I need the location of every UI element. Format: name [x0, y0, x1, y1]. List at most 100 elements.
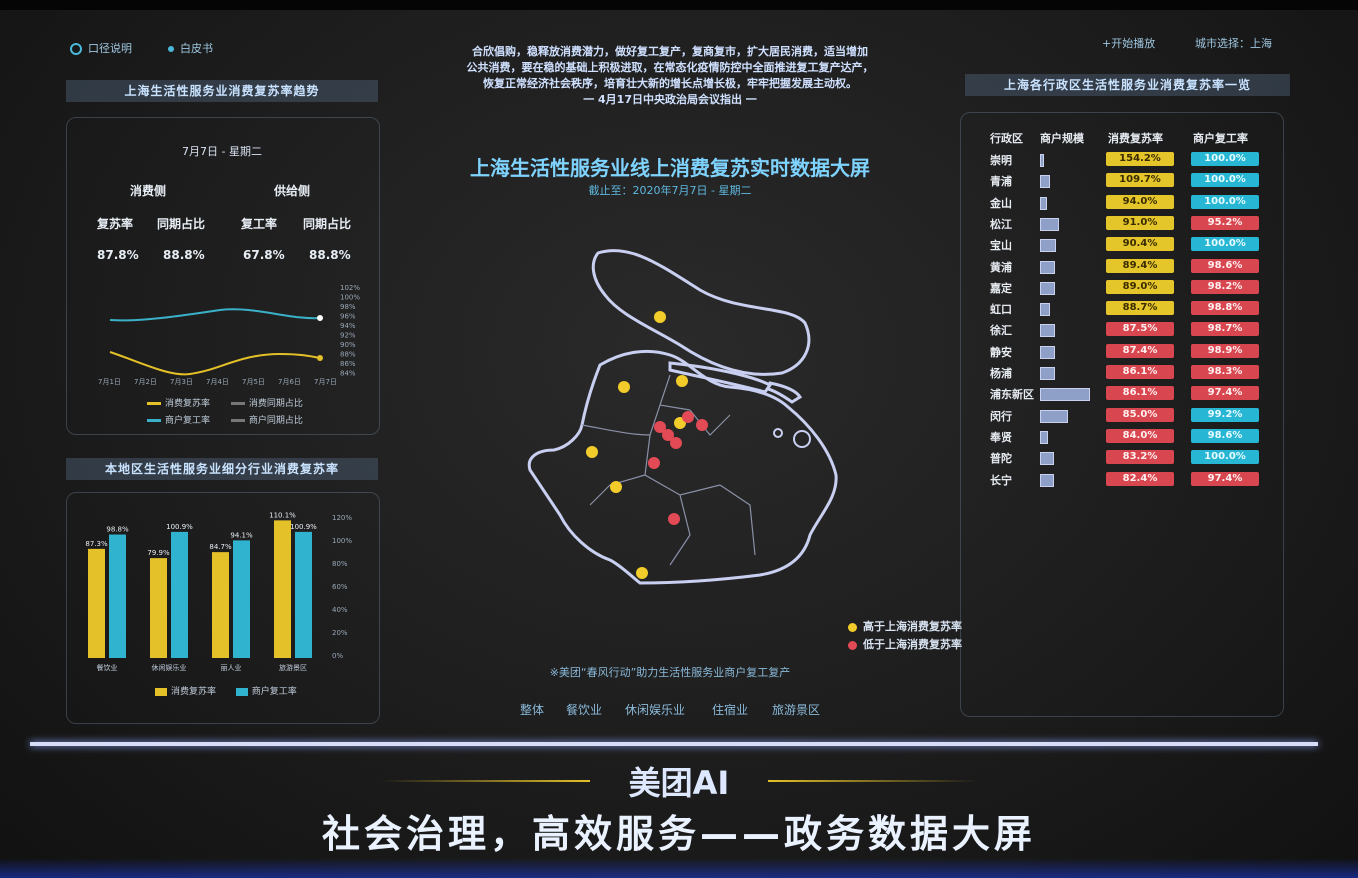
column-header: 商户规模	[1040, 132, 1084, 145]
district-borders	[581, 374, 756, 566]
district-name: 闵行	[990, 409, 1012, 423]
map-legend: 高于上海消费复苏率 低于上海消费复苏率	[848, 618, 962, 654]
district-point-high	[610, 481, 622, 493]
page-subtitle: 截止至：2020年7月7日 - 星期二	[588, 184, 752, 197]
whitepaper-button[interactable]: 白皮书	[168, 40, 213, 56]
merchant-scale-bar	[1040, 217, 1059, 231]
column-header: 商户复工率	[1193, 132, 1248, 145]
legend-label: 高于上海消费复苏率	[863, 620, 962, 633]
tab-catering[interactable]: 餐饮业	[566, 703, 603, 717]
line-legend: 消费复苏率 消费同期占比 商户复工率 商户同期占比	[147, 396, 303, 426]
y-tick-label: 98%	[340, 303, 356, 311]
caliber-button[interactable]: 口径说明	[70, 40, 132, 56]
category-label: 旅游景区	[279, 663, 307, 672]
hengsha-island	[766, 381, 803, 404]
banner-line-left	[380, 780, 590, 782]
city-select-button[interactable]: 城市选择：上海	[1195, 37, 1272, 50]
district-point-high	[586, 446, 598, 458]
column-header: 行政区	[990, 132, 1023, 145]
bar-consumer	[274, 520, 291, 658]
district-point-low	[670, 437, 682, 449]
y-tick-label: 88%	[340, 351, 356, 359]
tab-leisure[interactable]: 休闲娱乐业	[625, 703, 686, 717]
table-row: 青浦 109.7% 100.0%	[990, 170, 1270, 191]
start-play-button[interactable]: +开始播放	[1102, 37, 1156, 50]
trend-date: 7月7日 - 星期二	[182, 145, 262, 158]
y-axis-labels: 102% 100%98% 96%94% 92%90% 88%86% 84%	[340, 284, 360, 378]
table-row: 奉贤 84.0% 98.6%	[990, 426, 1270, 447]
bar-legend: 消费复苏率 商户复工率	[155, 684, 297, 697]
work-rate-badge: 100.0%	[1191, 152, 1259, 166]
district-table-header: 行政区 商户规模 消费复苏率 商户复工率	[990, 130, 1270, 148]
y-tick-label: 100%	[332, 537, 352, 545]
recovery-badge: 90.4%	[1106, 237, 1174, 252]
table-row: 徐汇 87.5% 98.7%	[990, 319, 1270, 340]
metric-label: 复工率	[241, 217, 278, 231]
industry-panel-frame	[66, 492, 380, 724]
table-row: 宝山 90.4% 100.0%	[990, 234, 1270, 255]
work-rate-badge: 100.0%	[1191, 194, 1259, 209]
lake-icon	[773, 428, 783, 438]
legend-swatch	[230, 402, 245, 405]
trend-panel-frame	[66, 117, 380, 435]
metric-label: 同期占比	[157, 217, 206, 231]
tab-scenic[interactable]: 旅游景区	[772, 703, 821, 717]
bar-data-label: 94.1%	[230, 531, 253, 539]
metric-label: 同期占比	[303, 217, 352, 231]
screen-top-edge	[0, 0, 1358, 10]
legend-label: 低于上海消费复苏率	[863, 638, 962, 651]
merchant-scale-bar	[1040, 196, 1047, 210]
table-row: 松江 91.0% 95.2%	[990, 213, 1270, 234]
bar-data-label: 84.7%	[209, 543, 232, 551]
district-point-low	[682, 411, 694, 423]
recovery-badge: 86.1%	[1106, 365, 1174, 379]
district-name: 青浦	[990, 175, 1012, 189]
policy-quote: 合欣倡购，稳释放消费潜力，做好复工复产，复商复市，扩大居民消费，适当增加 公共消…	[400, 44, 940, 108]
district-point-low	[696, 419, 708, 431]
metric-value: 88.8%	[163, 248, 205, 262]
merchant-scale-bar	[1040, 473, 1054, 487]
district-point-low	[654, 421, 666, 433]
district-name: 崇明	[990, 154, 1012, 167]
recovery-badge: 82.4%	[1106, 471, 1174, 486]
supply-side-label: 供给侧	[274, 184, 311, 198]
tab-lodging[interactable]: 住宿业	[712, 703, 749, 717]
end-marker	[317, 355, 323, 361]
district-name: 杨浦	[990, 367, 1012, 380]
recovery-badge: 83.2%	[1106, 450, 1174, 465]
legend-swatch	[155, 687, 167, 696]
bar-merchant	[171, 531, 188, 658]
district-name: 徐汇	[990, 324, 1012, 338]
trend-line-chart: 102% 100%98% 96%94% 92%90% 88%86% 84% 7月1日 7月2…	[98, 284, 360, 386]
district-point-high	[618, 381, 630, 393]
recovery-badge: 86.1%	[1106, 386, 1174, 401]
work-rate-badge: 99.2%	[1191, 407, 1259, 422]
category-label: 餐饮业	[97, 663, 118, 672]
work-rate-badge: 100.0%	[1191, 173, 1259, 188]
merchant-scale-bar	[1040, 154, 1045, 167]
district-name: 嘉定	[990, 281, 1012, 295]
work-rate-badge: 98.6%	[1191, 258, 1259, 273]
recovery-badge: 85.0%	[1106, 407, 1174, 422]
consumer-side-label: 消费侧	[130, 184, 167, 198]
work-rate-badge: 98.9%	[1191, 343, 1259, 358]
end-marker	[317, 315, 323, 321]
work-rate-badge: 100.0%	[1191, 237, 1259, 252]
district-name: 松江	[990, 217, 1012, 231]
tab-overall[interactable]: 整体	[520, 703, 545, 717]
merchant-work-line	[109, 308, 321, 322]
district-name: 普陀	[990, 452, 1012, 466]
merchant-scale-bar	[1040, 175, 1051, 189]
banner-divider	[30, 742, 1318, 746]
merchant-scale-bar	[1040, 430, 1048, 444]
recovery-badge: 88.7%	[1106, 301, 1174, 316]
merchant-scale-bar	[1040, 239, 1057, 253]
bar-data-label: 100.9%	[290, 523, 317, 531]
recovery-badge: 89.4%	[1106, 258, 1174, 273]
district-point-high	[676, 375, 688, 387]
bar-merchant	[295, 531, 312, 658]
map-caption: ※美团“春风行动”助力生活性服务业商户复工复产	[549, 666, 791, 679]
legend-swatch	[147, 419, 161, 422]
x-tick-label: 7月5日	[242, 378, 265, 386]
merchant-scale-bar	[1040, 303, 1051, 317]
